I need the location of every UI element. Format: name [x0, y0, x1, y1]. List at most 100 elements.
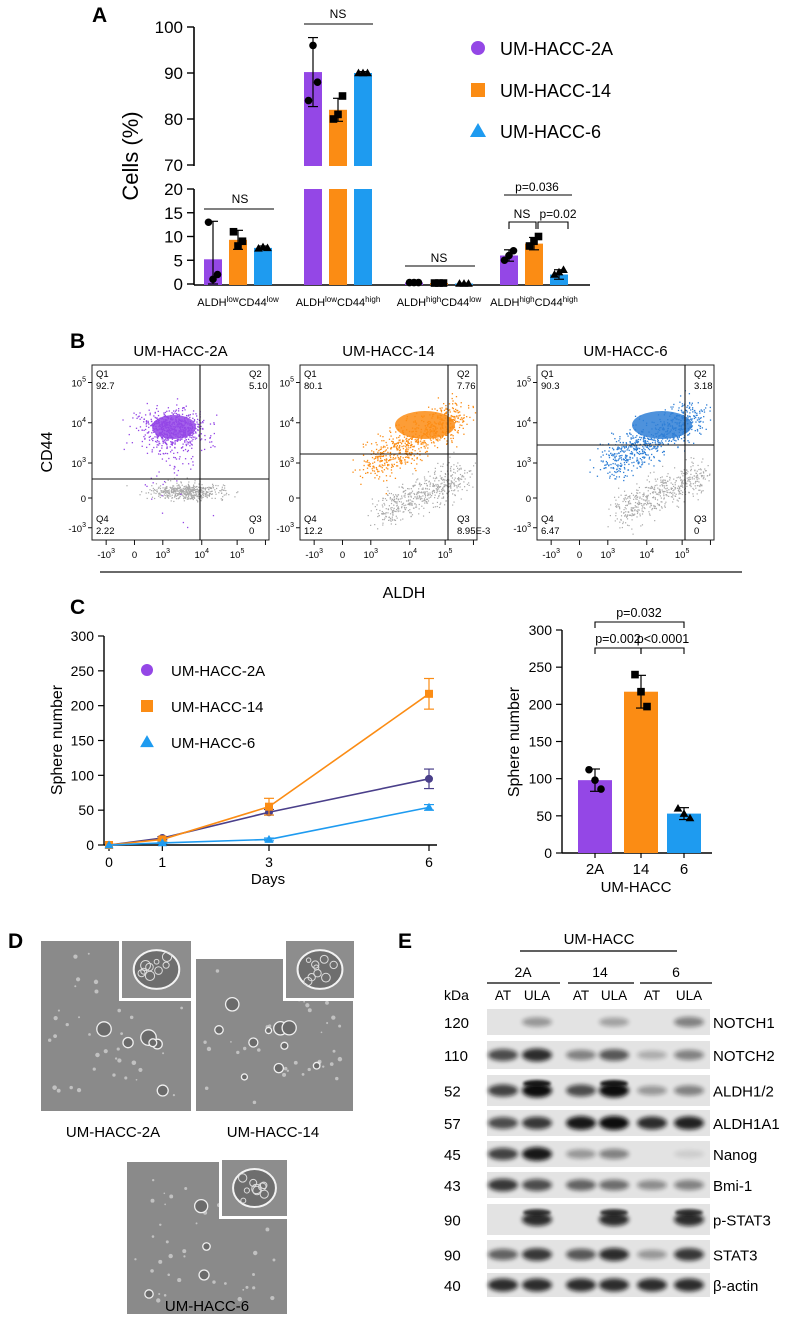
- flow-event: [675, 440, 677, 442]
- flow-event: [173, 456, 175, 459]
- flow-event-gray: [636, 510, 638, 512]
- flow-event-gray: [703, 476, 705, 479]
- y-tick-base: -10: [68, 524, 82, 535]
- flow-event-gray: [423, 476, 426, 478]
- flow-event-gray: [677, 476, 680, 478]
- flow-event-gray: [666, 495, 668, 497]
- flow-event: [410, 451, 412, 454]
- flow-event: [648, 442, 650, 444]
- x-tick-base: -10: [97, 550, 111, 561]
- flow-event-gray: [659, 485, 661, 487]
- flow-event: [384, 459, 386, 461]
- flow-event-gray: [186, 497, 189, 499]
- flow-event-gray: [679, 477, 681, 479]
- flow-event: [417, 443, 419, 445]
- flow-event-gray: [642, 506, 644, 508]
- flow-event: [148, 409, 150, 411]
- flow-event-gray: [454, 494, 456, 496]
- flow-event-gray: [627, 514, 629, 516]
- flow-event: [408, 456, 410, 458]
- flow-event-gray: [392, 512, 394, 514]
- flow-event: [354, 469, 356, 471]
- flow-event-gray: [434, 470, 436, 472]
- particle: [95, 1052, 100, 1058]
- flow-event-gray: [188, 486, 190, 488]
- flow-event: [163, 480, 166, 483]
- x-tick-label: 105: [230, 548, 245, 561]
- flow-event-gray: [679, 488, 681, 490]
- flow-event-gray: [696, 474, 698, 477]
- flow-event: [456, 446, 458, 448]
- flow-event: [460, 402, 462, 404]
- flow-event-gray: [421, 488, 423, 490]
- flow-event-gray: [660, 501, 662, 503]
- flow-event-gray: [632, 494, 635, 496]
- flow-event: [386, 444, 388, 446]
- flow-event: [397, 441, 399, 444]
- inset-cell: [321, 972, 331, 983]
- flow-event: [377, 459, 379, 462]
- y-tick-label: 100: [155, 18, 183, 37]
- flow-event-gray: [422, 515, 425, 517]
- flow-event: [381, 455, 383, 458]
- category-label-part: low: [469, 295, 481, 304]
- flow-event: [414, 467, 416, 470]
- flow-event: [157, 436, 159, 438]
- flow-event: [666, 438, 669, 440]
- x-tick-exp: 4: [650, 548, 654, 555]
- flow-event-gray: [383, 519, 385, 521]
- particle: [272, 1258, 276, 1262]
- flow-event-gray: [660, 481, 662, 483]
- flow-event: [122, 419, 124, 421]
- data-point: [414, 278, 423, 287]
- flow-event-gray: [421, 505, 423, 507]
- flow-event: [166, 446, 168, 448]
- bar: [304, 189, 322, 285]
- flow-event-gray: [167, 490, 169, 492]
- flow-event-gray: [185, 489, 187, 492]
- flow-event-gray: [177, 490, 180, 492]
- flow-event: [150, 418, 152, 421]
- flow-event-gray: [402, 491, 404, 493]
- flow-event: [197, 423, 199, 425]
- particle: [331, 1015, 336, 1020]
- flow-event-gray: [191, 490, 193, 493]
- flow-event-gray: [662, 480, 664, 482]
- flow-event-gray: [180, 488, 182, 490]
- particle: [92, 1067, 96, 1071]
- flow-event-gray: [390, 523, 392, 525]
- band: [566, 1149, 596, 1159]
- flow-event: [637, 447, 639, 449]
- band: [599, 1017, 629, 1027]
- y-tick-exp: 3: [527, 522, 531, 529]
- flow-event-gray: [174, 495, 176, 497]
- flow-event-gray: [653, 489, 656, 491]
- flow-event-gray: [179, 489, 182, 491]
- flow-event-gray: [394, 500, 396, 503]
- flow-event: [616, 468, 618, 471]
- flow-event-gray: [442, 492, 444, 494]
- flow-event-gray: [631, 515, 633, 517]
- flow-event: [448, 409, 451, 411]
- particle: [56, 1088, 61, 1093]
- flow-event-gray: [672, 485, 675, 488]
- y-tick-label: 250: [529, 659, 553, 675]
- flow-event-gray: [666, 489, 668, 492]
- flow-event-gray: [446, 484, 448, 486]
- flow-event-gray: [649, 493, 652, 495]
- flow-event-gray: [444, 484, 446, 486]
- significance-bracket: [537, 221, 569, 229]
- flow-event-gray: [377, 512, 379, 515]
- flow-event-gray: [426, 500, 428, 503]
- flow-event-gray: [454, 484, 456, 486]
- band: [488, 1117, 518, 1129]
- flow-event-gray: [168, 495, 170, 497]
- flow-event-gray: [618, 496, 620, 498]
- flow-event-gray: [178, 488, 181, 490]
- flow-event: [213, 432, 215, 435]
- flow-event-gray: [703, 475, 705, 477]
- condition-label: ULA: [601, 988, 627, 1003]
- flow-event-gray: [424, 500, 426, 502]
- flow-event: [637, 441, 640, 443]
- flow-event: [441, 407, 443, 409]
